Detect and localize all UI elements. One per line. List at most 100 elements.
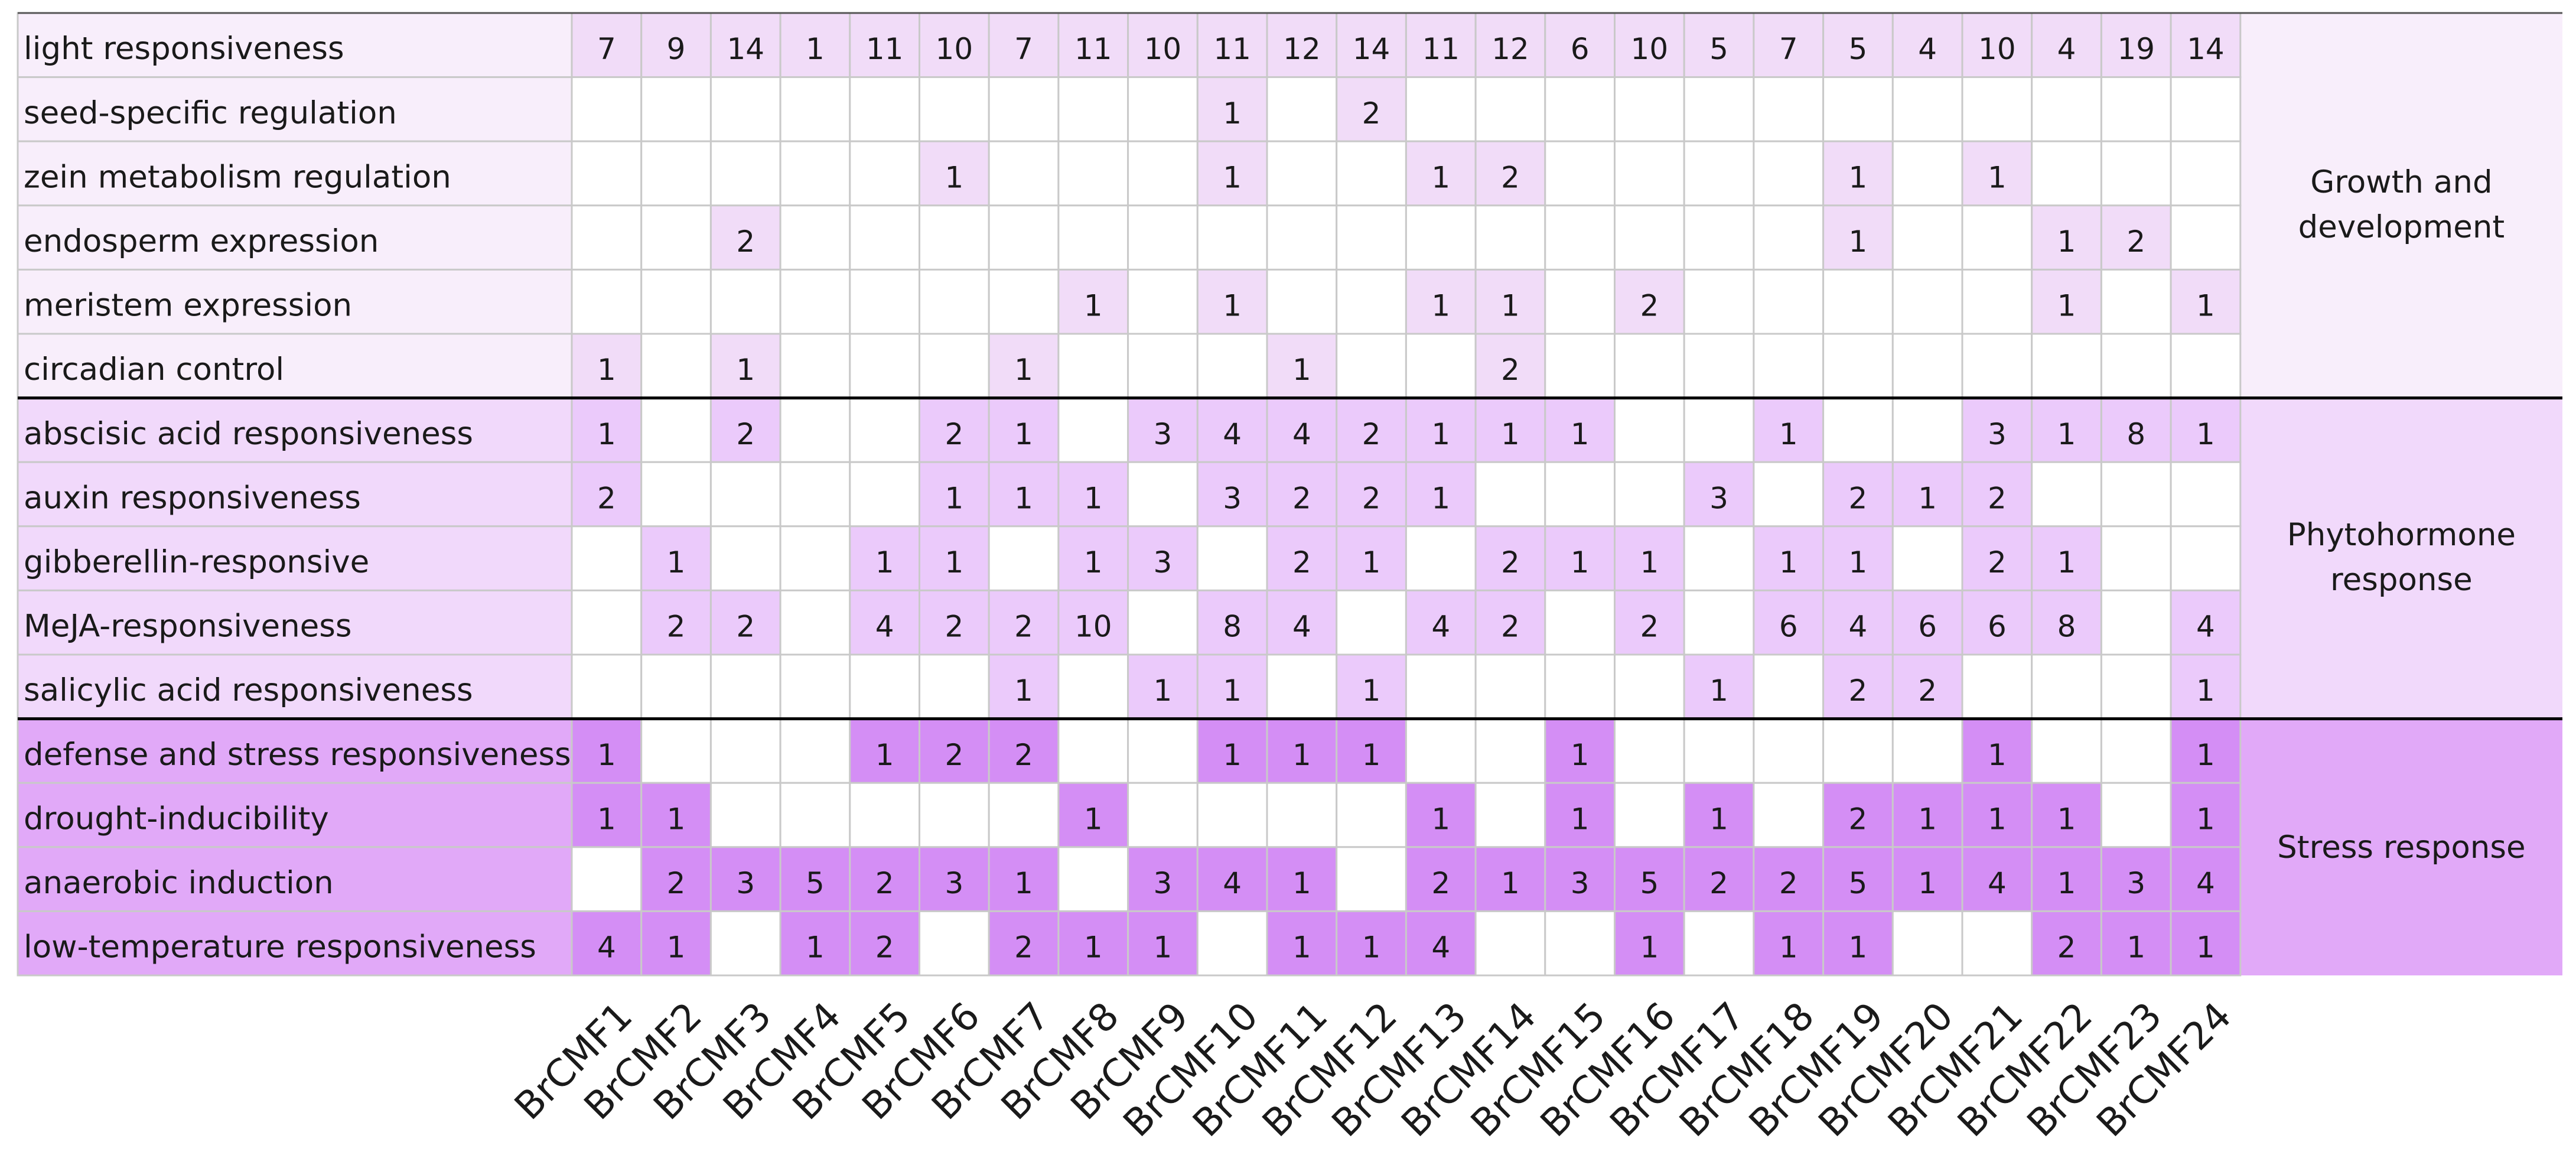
heatmap-cell — [1127, 76, 1199, 142]
cell-value: 1 — [945, 481, 963, 515]
row-label: salicylic acid responsiveness — [24, 672, 473, 708]
group-label: Phytohormone response — [2287, 517, 2516, 598]
heatmap-cell — [2170, 589, 2242, 656]
cell-value: 2 — [1292, 481, 1311, 515]
heatmap-cell — [1057, 910, 1129, 977]
heatmap-cell — [640, 653, 712, 720]
heatmap-cell — [1196, 333, 1268, 399]
cell-value: 1 — [2196, 738, 2215, 772]
cell-value: 1 — [2057, 225, 2076, 259]
heatmap-cell — [1474, 589, 1546, 656]
cell-value: 1 — [1014, 866, 1033, 900]
heatmap-cell — [919, 397, 990, 463]
cell-value: 5 — [1640, 866, 1659, 900]
heatmap-cell — [1753, 461, 1825, 528]
heatmap-cell — [1127, 461, 1199, 528]
cell-value: 1 — [2196, 674, 2215, 708]
heatmap-cell — [1753, 76, 1825, 142]
cell-value: 5 — [1849, 866, 1868, 900]
cell-value: 1 — [667, 930, 686, 965]
heatmap-cell — [919, 333, 990, 399]
cell-value: 1 — [597, 417, 616, 451]
heatmap-cell — [1336, 140, 1407, 207]
heatmap-cell — [2170, 204, 2242, 271]
cell-value: 1 — [1918, 866, 1937, 900]
group-panel — [2240, 398, 2562, 719]
heatmap-cell — [779, 718, 851, 784]
heatmap-cell — [1057, 589, 1129, 656]
heatmap-cell — [1961, 76, 2033, 142]
heatmap-cell — [1127, 268, 1199, 335]
heatmap-cell — [1266, 782, 1338, 848]
cell-value: 1 — [597, 802, 616, 836]
cell-value: 1 — [1709, 802, 1728, 836]
cell-value: 1 — [1709, 674, 1728, 708]
cell-value: 8 — [2126, 417, 2145, 451]
cell-value: 1 — [1779, 417, 1798, 451]
cell-value: 4 — [1431, 930, 1450, 965]
heatmap-cell — [1405, 653, 1477, 720]
cell-value: 6 — [1779, 610, 1798, 644]
heatmap-cell — [1614, 397, 1685, 463]
heatmap-cell — [779, 76, 851, 142]
cell-value: 1 — [806, 930, 825, 965]
cell-value: 1 — [2057, 289, 2076, 323]
group-panel — [2240, 718, 2562, 975]
heatmap-cell — [1474, 910, 1546, 977]
row-label: meristem expression — [24, 288, 352, 324]
cell-value: 1 — [1223, 738, 1242, 772]
heatmap-cell — [1474, 204, 1546, 271]
heatmap-cell — [1544, 204, 1616, 271]
cell-value: 9 — [667, 32, 686, 66]
cell-value: 1 — [875, 738, 894, 772]
heatmap-cell — [2100, 76, 2172, 142]
heatmap-cell — [2100, 397, 2172, 463]
row-label-cell — [17, 589, 573, 656]
heatmap-cell — [1405, 76, 1477, 142]
heatmap-cell — [1474, 718, 1546, 784]
cell-value: 6 — [1988, 610, 2007, 644]
heatmap-cell — [1474, 653, 1546, 720]
heatmap-cell — [2170, 140, 2242, 207]
cell-value: 4 — [1431, 610, 1450, 644]
heatmap-cell — [1822, 653, 1894, 720]
heatmap-cell — [2100, 718, 2172, 784]
heatmap-cell — [1753, 525, 1825, 591]
heatmap-cell — [1822, 397, 1894, 463]
cell-value: 1 — [1571, 417, 1590, 451]
cell-value: 2 — [2126, 225, 2145, 259]
cell-value: 1 — [1849, 930, 1868, 965]
cell-value: 4 — [875, 610, 894, 644]
heatmap-cell — [1474, 846, 1546, 912]
heatmap-cell — [1127, 910, 1199, 977]
heatmap-cell — [1891, 397, 1963, 463]
cell-value: 1 — [2057, 545, 2076, 580]
heatmap-cell — [1891, 846, 1963, 912]
heatmap-cell — [1474, 333, 1546, 399]
heatmap-cell — [1891, 12, 1963, 79]
row-label: drought-inducibility — [24, 801, 329, 837]
heatmap-cell — [2100, 910, 2172, 977]
heatmap-cell — [2031, 268, 2102, 335]
heatmap-cell — [1891, 589, 1963, 656]
heatmap-cell — [919, 718, 990, 784]
cell-value: 1 — [1084, 289, 1103, 323]
heatmap-cell — [849, 589, 921, 656]
heatmap-cell — [1961, 268, 2033, 335]
heatmap-cell — [571, 140, 643, 207]
cell-value: 4 — [1292, 610, 1311, 644]
heatmap-cell — [571, 589, 643, 656]
cell-value: 8 — [2057, 610, 2076, 644]
heatmap-cell — [1544, 846, 1616, 912]
cell-value: 2 — [1849, 674, 1868, 708]
heatmap-cell — [1474, 12, 1546, 79]
heatmap-cell — [571, 268, 643, 335]
cell-value: 3 — [1223, 481, 1242, 515]
heatmap-cell — [1057, 204, 1129, 271]
heatmap-cell — [1474, 461, 1546, 528]
cell-value: 4 — [1849, 610, 1868, 644]
heatmap-cell — [1822, 718, 1894, 784]
heatmap-cell — [2031, 140, 2102, 207]
heatmap-cell — [1753, 140, 1825, 207]
heatmap-cell — [640, 718, 712, 784]
